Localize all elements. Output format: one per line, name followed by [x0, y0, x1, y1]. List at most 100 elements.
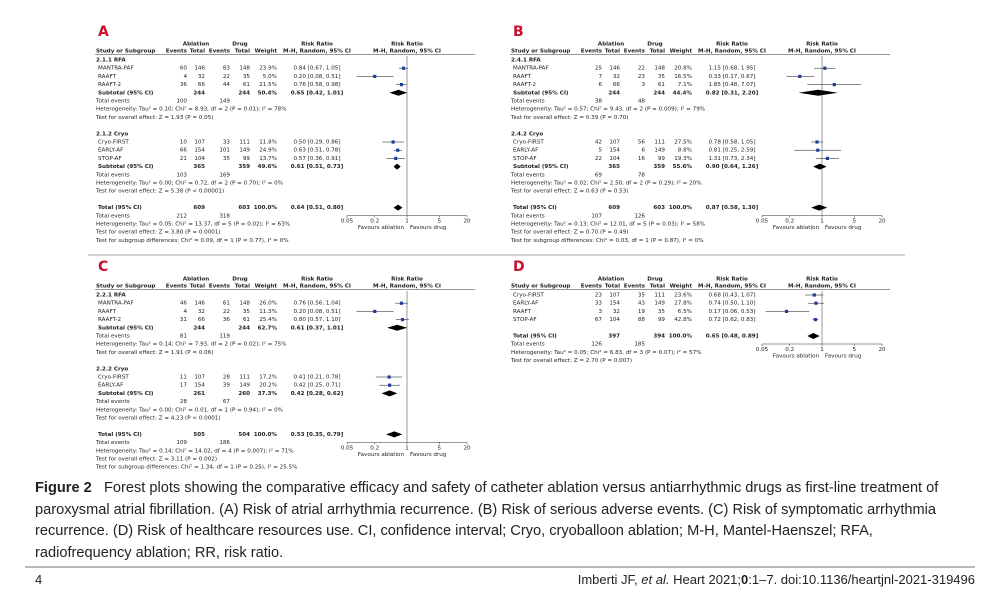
stat-note: Heterogeneity: Tau² = 0.02; Chi² = 2.50,… — [511, 180, 702, 187]
count: 154 — [609, 148, 620, 154]
risk-ratio: 1.15 [0.68, 1.95] — [708, 66, 755, 72]
count: 6 — [598, 82, 602, 88]
subtotal-name: Subtotal (95% CI) — [98, 325, 154, 331]
study-name: RAAFT-2 — [513, 82, 536, 88]
favours-left: Favours ablation — [358, 452, 405, 458]
count: 21 — [180, 156, 188, 162]
risk-ratio: 0.20 [0.08, 0.51] — [293, 74, 340, 80]
events-value: 126 — [591, 342, 602, 348]
count: 25 — [595, 66, 603, 72]
column-group: Ablation — [598, 42, 624, 48]
column-header: M-H, Random, 95% CI — [373, 49, 441, 55]
count: 107 — [609, 140, 620, 146]
column-header: M-H, Random, 95% CI — [788, 284, 856, 290]
count: 244 — [608, 90, 620, 96]
column-group: Risk Ratio — [716, 277, 748, 283]
risk-ratio: 0.64 [0.51, 0.80] — [291, 205, 344, 211]
stat-note: Heterogeneity: Tau² = 0.10; Chi² = 8.93,… — [96, 106, 287, 113]
count: 11 — [180, 375, 188, 381]
stat-note: Test for subgroup differences: Chi² = 0.… — [510, 237, 704, 244]
risk-ratio: 0.78 [0.58, 1.05] — [708, 140, 755, 146]
column-header: Events — [581, 284, 603, 290]
page-number: 4 — [35, 572, 43, 587]
column-header: Events — [166, 284, 188, 290]
subgroup-heading: 2.2.2 Cryo — [96, 366, 128, 372]
x-tick-label: 20 — [878, 347, 886, 353]
x-tick-label: 5 — [437, 445, 441, 451]
weight: 25.4% — [259, 317, 277, 323]
count: 61 — [243, 317, 251, 323]
study-name: RAAFT — [513, 74, 532, 80]
effect-diamond — [813, 163, 827, 170]
count: 104 — [194, 156, 205, 162]
weight: 17.2% — [259, 375, 277, 381]
count: 6 — [641, 148, 645, 154]
x-tick-label: 1 — [405, 445, 409, 451]
events-label: Total events — [510, 342, 545, 348]
column-header: Total — [235, 49, 250, 55]
effect-square — [373, 309, 377, 313]
count: 154 — [194, 383, 205, 389]
events-value: 67 — [223, 399, 231, 405]
count: 99 — [658, 317, 666, 323]
count: 111 — [654, 293, 665, 299]
effect-square — [401, 66, 406, 70]
column-header: M-H, Random, 95% CI — [698, 49, 766, 55]
effect-square — [832, 83, 836, 87]
x-tick-label: 0.05 — [756, 347, 769, 353]
weight: 16.5% — [674, 74, 692, 80]
effect-square — [823, 66, 827, 70]
total-name: Total (95% CI) — [98, 205, 142, 211]
total-name: Total (95% CI) — [513, 205, 557, 211]
stat-note: Test for overall effect: Z = 0.39 (P = 0… — [510, 115, 628, 121]
weight: 23.9% — [259, 66, 277, 72]
weight: 50.4% — [258, 90, 278, 96]
effect-diamond — [387, 324, 408, 331]
count: 19 — [638, 309, 646, 315]
column-group: Risk Ratio — [806, 277, 838, 283]
study-name: RAAFT — [98, 74, 117, 80]
figure-caption: Figure 2 Forest plots showing the compar… — [35, 478, 960, 564]
count: 365 — [608, 164, 620, 170]
citation-rest: :1–7. doi:10.1136/heartjnl-2021-319496 — [748, 572, 975, 587]
count: 149 — [654, 148, 665, 154]
effect-square — [784, 309, 789, 313]
events-value: 212 — [176, 213, 187, 219]
count: 244 — [653, 90, 665, 96]
count: 35 — [243, 309, 251, 315]
effect-square — [391, 140, 395, 144]
events-label: Total events — [95, 334, 130, 340]
effect-diamond — [389, 89, 408, 96]
count: 35 — [223, 156, 231, 162]
count: 107 — [194, 375, 205, 381]
count: 99 — [658, 156, 666, 162]
count: 104 — [609, 317, 620, 323]
events-value: 48 — [638, 99, 646, 105]
weight: 7.1% — [678, 82, 692, 88]
weight: 42.8% — [674, 317, 692, 323]
count: 16 — [638, 156, 646, 162]
count: 359 — [238, 164, 250, 170]
count: 365 — [193, 164, 205, 170]
events-value: 119 — [219, 334, 230, 340]
column-group: Risk Ratio — [301, 42, 333, 48]
count: 603 — [238, 205, 250, 211]
weight: 6.5% — [678, 309, 692, 315]
column-header: Weight — [255, 49, 278, 55]
count: 111 — [239, 375, 250, 381]
column-header: M-H, Random, 95% CI — [373, 284, 441, 290]
count: 244 — [193, 325, 205, 331]
effect-diamond — [807, 333, 820, 339]
column-header: Events — [209, 284, 231, 290]
stat-note: Test for subgroup differences: Chi² = 1.… — [95, 464, 297, 471]
count: 148 — [239, 66, 250, 72]
count: 244 — [193, 90, 205, 96]
column-header: Study or Subgroup — [96, 284, 155, 290]
study-name: STOP-AF — [513, 317, 537, 323]
x-tick-label: 0.2 — [785, 219, 794, 225]
weight: 11.8% — [259, 140, 277, 146]
count: 146 — [194, 301, 205, 307]
stat-note: Test for overall effect: Z = 3.11 (P = 0… — [95, 457, 217, 463]
